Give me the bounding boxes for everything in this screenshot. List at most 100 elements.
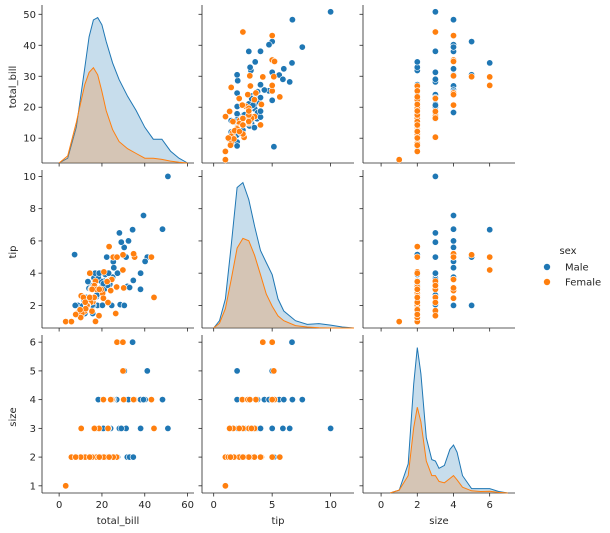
scatter-point-female <box>224 134 232 142</box>
x-tick-label: 2 <box>414 500 420 511</box>
scatter-point-female <box>413 121 421 129</box>
scatter-point-female <box>88 307 96 315</box>
scatter-point-female <box>486 253 494 261</box>
scatter-point-male <box>117 238 125 246</box>
scatter-point-male <box>449 237 457 245</box>
scatter-point-female <box>413 243 421 251</box>
scatter-point-female <box>235 424 243 432</box>
y-tick-label: 8 <box>30 204 36 215</box>
kde-line-male <box>389 347 508 494</box>
scatter-point-male <box>71 301 79 309</box>
scatter-point-female <box>95 285 103 293</box>
scatter-point-male <box>449 43 457 51</box>
scatter-point-female <box>395 318 403 326</box>
scatter-point-male <box>413 58 421 66</box>
y-tick-label: 5 <box>30 366 36 377</box>
scatter-point-male <box>449 65 457 73</box>
y-tick-label: 6 <box>30 338 36 349</box>
scatter-point-male <box>233 71 241 79</box>
scatter-point-male <box>233 110 241 118</box>
scatter-point-female <box>449 91 457 99</box>
scatter-point-male <box>164 172 172 180</box>
scatter-point-female <box>105 243 113 251</box>
scatter-point-male <box>268 96 276 104</box>
scatter-point-male <box>129 453 137 461</box>
scatter-point-male <box>256 107 264 115</box>
kde-line-male <box>213 181 355 329</box>
x-tick-label: 10 <box>324 500 337 511</box>
scatter-point-female <box>221 147 229 155</box>
scatter-point-female <box>105 453 113 461</box>
y-tick-label: 4 <box>30 269 36 280</box>
y-axis-label: tip <box>8 245 19 258</box>
scatter-point-female <box>268 81 276 89</box>
scatter-point-female <box>413 293 421 301</box>
scatter-point-female <box>113 338 121 346</box>
scatter-point-female <box>431 114 439 122</box>
scatter-point-female <box>99 396 107 404</box>
y-tick-label: 6 <box>30 236 36 247</box>
scatter-point-female <box>413 310 421 318</box>
scatter-point-female <box>76 306 84 314</box>
x-axis-label: tip <box>271 516 284 527</box>
scatter-point-male <box>233 142 241 150</box>
scatter-point-female <box>235 128 243 136</box>
scatter-point-male <box>143 367 151 375</box>
scatter-point-female <box>104 424 112 432</box>
kde-line-female <box>389 407 508 494</box>
scatter-point-female <box>77 424 85 432</box>
scatter-point-female <box>486 73 494 81</box>
scatter-point-male <box>288 16 296 24</box>
kde-fill-male <box>59 17 188 163</box>
kde-fill-male <box>213 182 354 328</box>
scatter-point-female <box>449 72 457 80</box>
scatter-point-female <box>86 293 94 301</box>
scatter-point-male <box>431 68 439 76</box>
scatter-point-male <box>279 75 287 83</box>
scatter-point-male <box>468 38 476 46</box>
scatter-point-female <box>92 317 100 325</box>
scatter-point-male <box>141 257 149 265</box>
scatter-point-female <box>246 396 254 404</box>
scatter-point-female <box>100 268 108 276</box>
scatter-point-female <box>119 266 127 274</box>
y-tick-label: 50 <box>23 10 36 21</box>
scatter-point-female <box>239 121 247 129</box>
scatter-point-female <box>239 28 247 36</box>
scatter-point-female <box>113 283 121 291</box>
x-tick-label: 5 <box>269 500 275 511</box>
x-axis-label: total_bill <box>97 516 140 527</box>
scatter-point-male <box>449 264 457 272</box>
scatter-point-female <box>221 482 229 490</box>
scatter-point-male <box>265 41 273 49</box>
scatter-point-female <box>270 57 278 65</box>
legend-label-male: Male <box>565 263 589 274</box>
scatter-point-female <box>413 278 421 286</box>
scatter-point-female <box>130 396 138 404</box>
scatter-point-female <box>245 453 253 461</box>
scatter-point-female <box>449 32 457 40</box>
scatter-point-male <box>84 278 92 286</box>
scatter-point-female <box>86 453 94 461</box>
scatter-point-male <box>129 276 137 284</box>
scatter-point-male <box>288 338 296 346</box>
scatter-point-female <box>395 156 403 164</box>
scatter-point-male <box>431 8 439 16</box>
legend-marker-male <box>543 263 551 271</box>
scatter-point-female <box>227 83 235 91</box>
scatter-point-male <box>270 143 278 151</box>
scatter-point-male <box>256 113 264 121</box>
scatter-point-female <box>221 156 229 164</box>
scatter-point-female <box>147 396 155 404</box>
scatter-point-female <box>239 453 247 461</box>
scatter-point-male <box>449 301 457 309</box>
scatter-point-female <box>259 338 267 346</box>
scatter-point-male <box>140 212 148 220</box>
scatter-point-female <box>119 367 127 375</box>
scatter-point-female <box>259 73 267 81</box>
kde-fill-male <box>390 347 508 493</box>
scatter-point-female <box>431 312 439 320</box>
scatter-point-male <box>137 285 145 293</box>
y-tick-label: 40 <box>23 41 36 52</box>
scatter-point-male <box>126 283 134 291</box>
